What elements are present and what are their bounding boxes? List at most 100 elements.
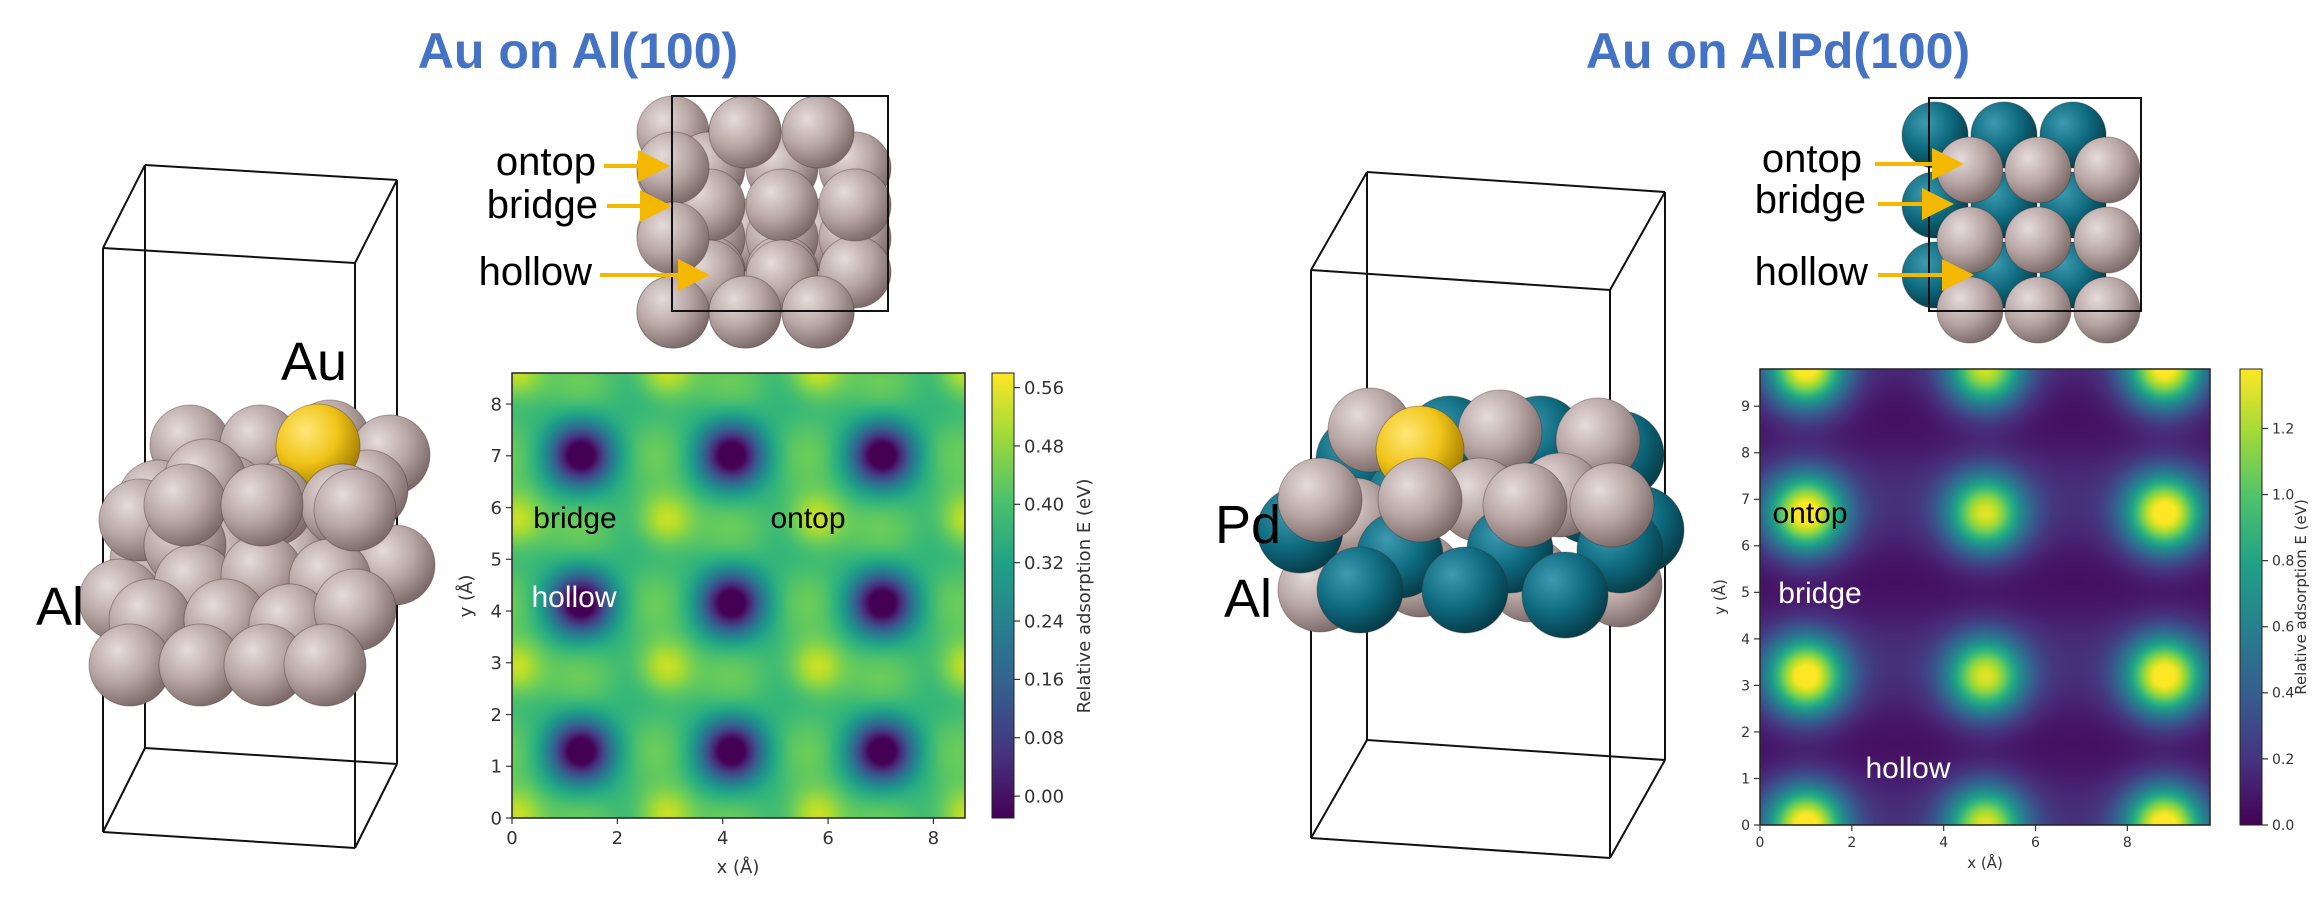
al-atom <box>2073 206 2141 274</box>
element-label-al: Al <box>36 577 84 637</box>
y-tick-label: 5 <box>491 550 502 571</box>
x-tick-label: 6 <box>2031 835 2040 851</box>
panel-au-on-alpd100: Au on AlPd(100) Pd Al ontop <box>1215 23 2310 872</box>
colorbar-tick-label: 1.2 <box>2272 421 2294 437</box>
al-atom <box>1936 206 2004 274</box>
site-label-ontop: ontop <box>1762 137 1862 181</box>
site-label-bridge: bridge <box>487 183 598 227</box>
y-tick-label: 8 <box>491 394 502 415</box>
y-tick-label: 8 <box>1741 446 1750 462</box>
y-tick-label: 7 <box>1741 492 1750 508</box>
panel-au-on-al100: Au on Al(100) Al Au ontop br <box>36 23 1095 878</box>
atoms-alpd-slab <box>1256 387 1685 639</box>
y-tick-label: 1 <box>491 757 502 778</box>
panel-title: Au on Al(100) <box>418 23 738 79</box>
y-tick-label: 1 <box>1741 771 1750 787</box>
map-label-bridge: bridge <box>533 502 616 535</box>
colorbar-label: Relative adsorption E (eV) <box>2292 499 2310 695</box>
colorbar-tick-label: 0.0 <box>2272 818 2294 834</box>
colorbar-label: Relative adsorption E (eV) <box>1074 479 1095 714</box>
al-atom <box>745 168 819 242</box>
x-axis-label: x (Å) <box>717 856 760 878</box>
x-tick-label: 8 <box>2123 835 2132 851</box>
al-atom <box>2073 136 2141 204</box>
site-label-bridge: bridge <box>1755 178 1866 222</box>
heatmap-image <box>1760 369 2210 825</box>
colorbar-tick-label: 0.16 <box>1024 670 1064 691</box>
colorbar: 0.0 0.2 0.4 0.6 0.8 1.0 1.2 Relative adsorptio… <box>2239 368 2310 834</box>
map-label-ontop: ontop <box>770 502 845 535</box>
x-tick-label: 2 <box>612 828 623 849</box>
al-atom <box>818 168 892 242</box>
y-tick-label: 0 <box>1741 818 1750 834</box>
y-tick-label: 5 <box>1741 585 1750 601</box>
al-atom <box>220 463 304 547</box>
colorbar-tick-label: 0.40 <box>1024 495 1064 516</box>
y-axis-label: y (Å) <box>1710 579 1729 615</box>
colorbar: 0.00 0.08 0.16 0.24 0.32 0.40 0.48 0.56 Relativ… <box>991 372 1095 819</box>
pd-atom <box>1521 551 1609 639</box>
x-tick-label: 8 <box>928 828 939 849</box>
y-tick-label: 3 <box>491 653 502 674</box>
element-label-pd: Pd <box>1215 495 1281 555</box>
top-view-al <box>636 95 892 349</box>
heatmap-chart-al: 0 2 4 6 8 0 1 2 3 4 5 6 7 8 bridge ontop hollow x (Å) y… <box>455 372 1095 878</box>
panel-title: Au on AlPd(100) <box>1586 23 1970 79</box>
colorbar-tick-label: 0.4 <box>2272 686 2294 702</box>
colorbar-tick-label: 0.00 <box>1024 786 1064 807</box>
y-tick-label: 4 <box>1741 632 1750 648</box>
y-tick-label: 6 <box>491 498 502 519</box>
al-atom <box>313 468 397 552</box>
colorbar-tick-label: 0.32 <box>1024 553 1064 574</box>
y-tick-label: 9 <box>1741 399 1750 415</box>
x-axis-label: x (Å) <box>1967 853 2003 872</box>
y-tick-label: 4 <box>491 601 502 622</box>
x-tick-label: 0 <box>506 828 517 849</box>
map-label-hollow: hollow <box>531 581 616 614</box>
map-label-bridge: bridge <box>1778 577 1861 610</box>
colorbar-tick-label: 0.8 <box>2272 554 2294 570</box>
al-atom <box>143 463 227 547</box>
colorbar-tick-label: 0.56 <box>1024 378 1064 399</box>
colorbar-tick-label: 0.08 <box>1024 728 1064 749</box>
heatmap-image <box>512 373 965 818</box>
adsorbate-label-au: Au <box>281 332 347 392</box>
al-atom <box>1936 136 2004 204</box>
pd-atom <box>1421 546 1509 634</box>
element-label-al: Al <box>1224 569 1272 629</box>
al-atom <box>1277 457 1363 543</box>
y-tick-label: 2 <box>491 705 502 726</box>
colorbar-tick-label: 0.24 <box>1024 611 1064 632</box>
y-tick-label: 2 <box>1741 725 1750 741</box>
top-view-alpd <box>1901 97 2142 344</box>
al-atom <box>1377 457 1463 543</box>
site-label-ontop: ontop <box>496 140 596 184</box>
al-atom <box>708 95 782 169</box>
al-atom <box>1569 462 1655 548</box>
y-tick-label: 7 <box>491 446 502 467</box>
site-labels-al: ontop bridge hollow <box>479 140 710 294</box>
map-label-ontop: ontop <box>1772 497 1847 530</box>
site-label-hollow: hollow <box>1755 250 1869 294</box>
site-label-hollow: hollow <box>479 250 593 294</box>
x-tick-label: 4 <box>1939 835 1948 851</box>
colorbar-tick-label: 0.6 <box>2272 620 2294 636</box>
colorbar-tick-label: 0.2 <box>2272 752 2294 768</box>
y-axis-label: y (Å) <box>455 575 477 618</box>
x-tick-label: 2 <box>1847 835 1856 851</box>
colorbar-tick-label: 1.0 <box>2272 487 2294 503</box>
y-tick-label: 3 <box>1741 678 1750 694</box>
al-atom <box>781 95 855 169</box>
al-atom <box>1482 462 1568 548</box>
al-atom <box>2004 136 2072 204</box>
x-tick-label: 0 <box>1756 835 1765 851</box>
pd-atom <box>1316 546 1404 634</box>
y-tick-label: 0 <box>491 808 502 829</box>
colorbar-tick-label: 0.48 <box>1024 436 1064 457</box>
al-atom <box>2004 206 2072 274</box>
x-tick-label: 6 <box>822 828 833 849</box>
map-label-hollow: hollow <box>1865 752 1950 785</box>
site-labels-alpd: ontop bridge hollow <box>1755 137 1974 294</box>
